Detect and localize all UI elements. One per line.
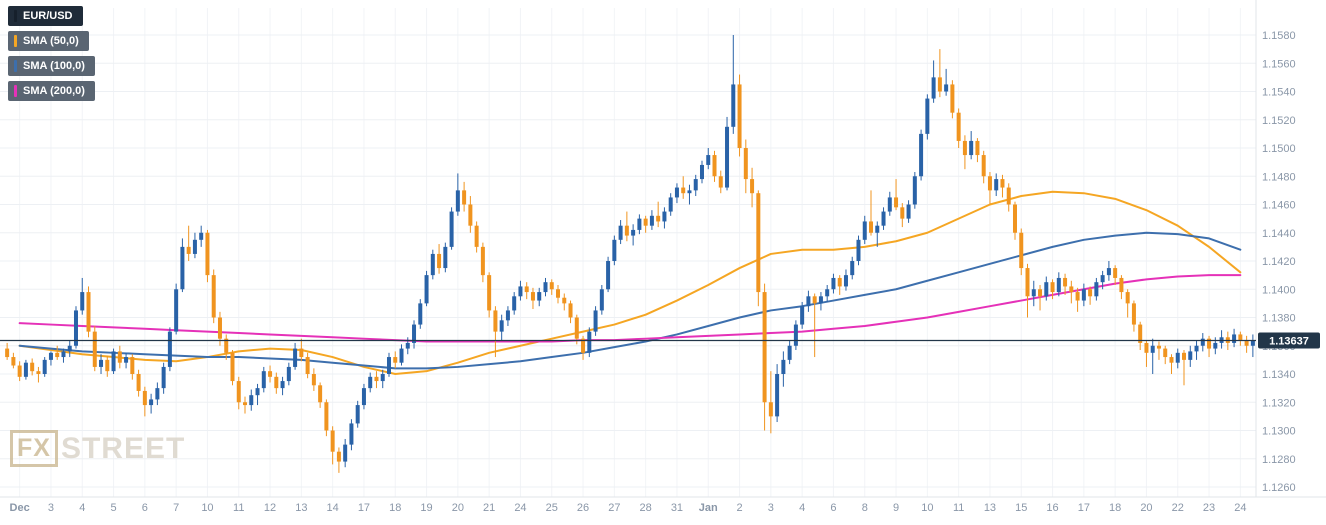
svg-text:23: 23: [1203, 502, 1215, 514]
last-price-badge: 1.13637: [1258, 332, 1320, 349]
fxstreet-watermark: FX STREET: [10, 430, 185, 467]
svg-text:11: 11: [233, 502, 244, 514]
svg-text:1.1520: 1.1520: [1262, 115, 1296, 127]
svg-text:10: 10: [921, 502, 933, 514]
legend-sma50-label: SMA (50,0): [23, 35, 79, 47]
svg-text:20: 20: [452, 502, 464, 514]
svg-text:15: 15: [1015, 502, 1027, 514]
svg-text:25: 25: [546, 502, 558, 514]
legend-item-sma200[interactable]: SMA (200,0): [8, 81, 95, 101]
svg-text:31: 31: [671, 502, 683, 514]
svg-text:1.1320: 1.1320: [1262, 397, 1296, 409]
svg-text:1.1280: 1.1280: [1262, 454, 1296, 466]
svg-text:28: 28: [640, 502, 652, 514]
svg-text:13: 13: [295, 502, 307, 514]
svg-text:1.1420: 1.1420: [1262, 256, 1296, 268]
svg-text:24: 24: [514, 502, 526, 514]
svg-text:17: 17: [1078, 502, 1090, 514]
svg-text:12: 12: [264, 502, 276, 514]
svg-text:1.1580: 1.1580: [1262, 30, 1296, 42]
svg-text:5: 5: [110, 502, 116, 514]
svg-text:1.1260: 1.1260: [1262, 482, 1296, 494]
svg-text:14: 14: [327, 502, 339, 514]
svg-text:21: 21: [483, 502, 495, 514]
fxstreet-logo-fx: FX: [10, 430, 58, 467]
sma-line-100[interactable]: [18, 231, 1242, 370]
grid-lines: [0, 8, 1256, 497]
svg-text:11: 11: [953, 502, 964, 514]
svg-text:6: 6: [142, 502, 148, 514]
sma50-color-strip: [14, 35, 17, 47]
svg-text:1.1300: 1.1300: [1262, 426, 1296, 438]
svg-text:1.1400: 1.1400: [1262, 284, 1296, 296]
svg-text:Jan: Jan: [699, 502, 718, 514]
svg-text:1.1380: 1.1380: [1262, 313, 1296, 325]
svg-text:3: 3: [768, 502, 774, 514]
chart-legend: EUR/USD SMA (50,0) SMA (100,0) SMA (200,…: [8, 6, 95, 101]
svg-text:8: 8: [862, 502, 868, 514]
legend-item-eurusd[interactable]: EUR/USD: [8, 6, 83, 26]
legend-item-sma100[interactable]: SMA (100,0): [8, 56, 95, 76]
svg-text:3: 3: [48, 502, 54, 514]
fxstreet-logo-street: STREET: [60, 431, 186, 465]
svg-text:1.13637: 1.13637: [1269, 336, 1309, 348]
svg-text:1.1340: 1.1340: [1262, 369, 1296, 381]
svg-text:6: 6: [830, 502, 836, 514]
sma-line-200[interactable]: [18, 274, 1242, 343]
svg-text:19: 19: [420, 502, 432, 514]
sma-line-50[interactable]: [18, 190, 1242, 375]
svg-text:18: 18: [1109, 502, 1121, 514]
svg-text:18: 18: [389, 502, 401, 514]
svg-text:4: 4: [79, 502, 85, 514]
svg-text:9: 9: [893, 502, 899, 514]
svg-text:16: 16: [1046, 502, 1058, 514]
svg-text:22: 22: [1172, 502, 1184, 514]
sma200-color-strip: [14, 85, 17, 97]
eurusd-color-strip: [14, 10, 17, 22]
axis-frame: [0, 0, 1326, 498]
legend-sma200-label: SMA (200,0): [23, 85, 85, 97]
svg-text:13: 13: [984, 502, 996, 514]
svg-text:26: 26: [577, 502, 589, 514]
svg-text:20: 20: [1140, 502, 1152, 514]
svg-text:1.1480: 1.1480: [1262, 171, 1296, 183]
candles-layer[interactable]: [5, 35, 1255, 473]
svg-text:Dec: Dec: [10, 502, 30, 514]
svg-text:24: 24: [1234, 502, 1246, 514]
svg-text:27: 27: [608, 502, 620, 514]
svg-text:1.1460: 1.1460: [1262, 200, 1296, 212]
legend-eurusd-label: EUR/USD: [23, 10, 73, 22]
svg-text:1.1500: 1.1500: [1262, 143, 1296, 155]
sma100-color-strip: [14, 60, 17, 72]
svg-text:4: 4: [799, 502, 805, 514]
y-axis-labels: 1.1580 1.1560 1.1540 1.1520 1.1500 1.1480 1.14…: [1262, 30, 1296, 494]
svg-text:10: 10: [201, 502, 213, 514]
svg-text:7: 7: [173, 502, 179, 514]
legend-item-sma50[interactable]: SMA (50,0): [8, 31, 89, 51]
x-axis-labels: Dec 3 4 5 6 7 10 11 12 13 14 17 18 19 20 21 24 25 26 27 28 31…: [10, 502, 1247, 514]
legend-sma100-label: SMA (100,0): [23, 60, 85, 72]
svg-text:1.1560: 1.1560: [1262, 58, 1296, 70]
svg-text:2: 2: [736, 502, 742, 514]
svg-text:1.1440: 1.1440: [1262, 228, 1296, 240]
svg-text:17: 17: [358, 502, 370, 514]
svg-text:1.1540: 1.1540: [1262, 87, 1296, 99]
